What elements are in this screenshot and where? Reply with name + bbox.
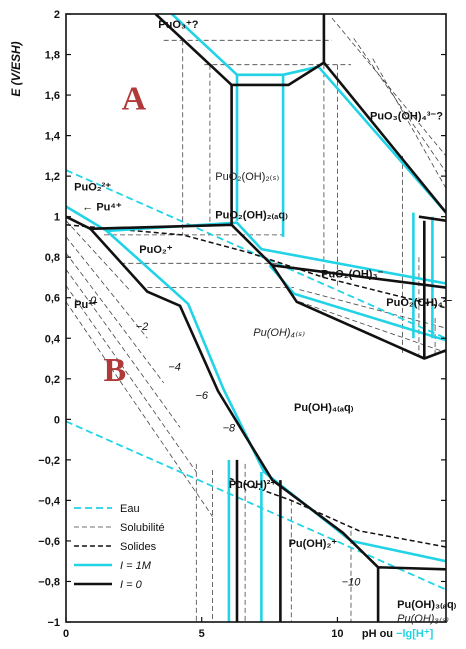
series-line [66,169,446,340]
contour-label: −8 [223,422,236,434]
y-tick-label: 0,6 [45,293,60,305]
x-tick-label: 10 [331,628,343,640]
x-tick-label: 5 [199,628,205,640]
contour-label: −10 [342,577,362,589]
species-label: Pu(OH)₄₍ₛ₎ [253,327,304,339]
species-label: PuO₂²⁺ [74,181,111,193]
legend: Eau Solubilité Solides I = 1M I = 0 [74,503,165,591]
legend-label: Eau [120,503,140,515]
y-tick-label: 2 [54,9,60,21]
y-axis-label: E (V/ESH) [9,41,23,96]
y-tick-label: 1 [54,212,60,224]
species-label: Pu³⁺ [74,299,98,311]
y-tick-label: 0,2 [45,374,60,386]
series-line [66,420,446,591]
series-line [66,205,446,285]
species-label: Pu(OH)₄₍ₐq₎ [294,402,354,414]
plot-border [65,13,447,623]
species-label: PuO₃⁺? [158,19,199,31]
series-line [299,301,446,353]
axis-ticks: 2 1,8 1,6 1,4 1,2 1 0,8 0,6 0,4 0,2 0 −0,2 −0,4 −0,6 −… [38,9,446,640]
legend-label: Solubilité [120,522,165,534]
series-line [418,215,446,222]
species-label: ← Pu⁴⁺ [82,202,122,214]
x-tick-label: 0 [63,628,69,640]
series-line [66,220,132,292]
y-tick-label: −0,4 [38,495,61,507]
region-letter: A [122,80,147,117]
series-line [66,285,197,473]
series-layer [66,14,446,622]
species-label: Pu(OH)²⁺ [229,479,277,491]
species-label: PuO₂⁺ [139,244,173,256]
species-label: Pu(OH)₃₍ₛ₎ [397,613,448,625]
species-label: Pu(OH)₂⁺ [289,538,338,550]
series-line [228,477,446,548]
contour-label: −4 [168,362,181,374]
series-line [66,269,181,428]
contour-label: 0 [90,295,97,307]
series-i-0 [66,14,446,622]
series-line [271,264,446,360]
series-line [66,224,446,309]
plot-frame [65,13,447,623]
series-line [66,252,165,384]
y-tick-label: 1,8 [45,50,60,62]
series-i-1m [66,14,446,622]
series-line [66,236,148,339]
series-line [66,215,446,289]
series-line [105,229,446,563]
y-tick-label: −1 [47,617,60,629]
y-tick-label: 1,6 [45,90,60,102]
y-tick-label: 0,4 [45,333,61,345]
label-layer: 0 −2 −4 −6 −8 −10 PuO₃⁺? PuO₃(OH)₄³⁻? PuO₂(OH)₂₍… [74,19,457,625]
x-axis-label-main: pH ou [362,628,396,640]
species-label: PuO₂(OH)₂₍ₛ₎ [215,171,279,183]
contour-label: −2 [136,321,149,333]
y-tick-label: 0,8 [45,252,60,264]
x-axis-label: pH ou −lg[H⁺] [362,628,434,640]
species-label: PuO₃(OH)₄³⁻? [370,110,443,122]
y-tick-label: −0,2 [38,455,60,467]
legend-label: I = 1M [120,560,152,572]
y-tick-label: 0 [54,414,60,426]
x-axis-label-cyan: −lg[H⁺] [396,628,434,640]
y-tick-label: −0,6 [38,536,60,548]
y-tick-label: 1,2 [45,171,60,183]
series-solides [66,224,446,548]
legend-label: Solides [120,541,157,553]
species-label: Pu(OH)₃₍ₐq₎ [397,599,457,611]
series-solubilit [66,17,446,622]
series-line [66,301,213,517]
series-line [154,14,446,214]
series-line [299,289,446,329]
species-label: PuO₂(OH)₃⁻ [321,268,383,280]
legend-label: I = 0 [120,579,143,591]
y-tick-label: −0,8 [38,576,60,588]
species-label: PuO₂(OH)₂₍ₐq₎ [215,210,288,222]
contour-label: −6 [195,390,208,402]
series-line [372,58,446,189]
series-eau [66,169,446,591]
species-label: PuO₂(OH)₄²⁻ [386,297,452,309]
series-line [353,38,446,173]
y-tick-label: 1,4 [45,131,61,143]
series-line [89,227,446,571]
region-letter: B [104,352,127,389]
